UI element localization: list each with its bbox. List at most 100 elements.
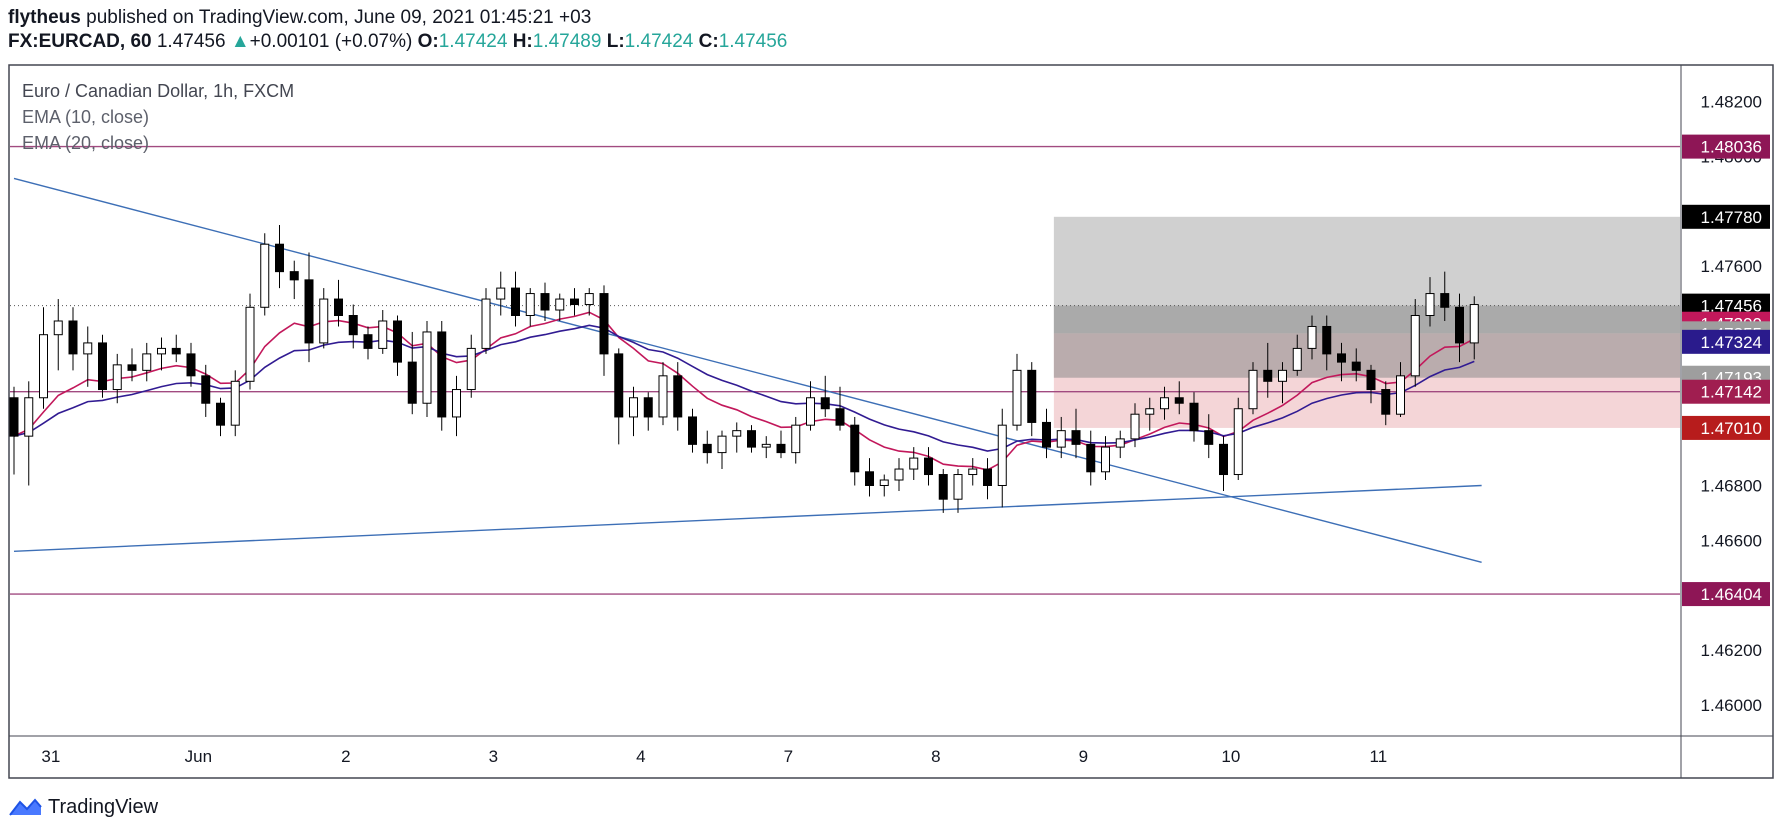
price-tick-label: 1.48200	[1701, 93, 1762, 112]
candle-body	[702, 443, 712, 454]
candle-body	[1410, 315, 1420, 377]
time-tick-label: 31	[41, 747, 60, 766]
footer-brand[interactable]: TradingView	[48, 795, 159, 818]
tradingview-logo-icon	[9, 798, 42, 816]
footer: TradingView	[8, 794, 158, 820]
candle-body	[865, 471, 874, 486]
candle-body	[1012, 369, 1022, 426]
candle-body	[511, 287, 520, 317]
candle-body	[953, 474, 963, 500]
time-axis-ticks: 31 Jun 2 3 4 7 8 9 10 11	[41, 747, 1387, 766]
price-badge	[1682, 134, 1770, 159]
low-label: L:	[606, 31, 625, 52]
change-value: +0.00101 (+0.07%)	[249, 31, 413, 52]
candle-body	[422, 331, 432, 404]
time-tick-label: 10	[1221, 747, 1240, 766]
ema-lines	[13, 311, 1475, 471]
time-tick-label: 7	[784, 747, 793, 766]
candle-body	[879, 479, 889, 486]
ohlc-line: FX:EURCAD, 60 1.47456 ▲+0.00101 (+0.07%)…	[8, 30, 1768, 54]
open-label: O:	[417, 31, 439, 52]
candles	[9, 225, 1479, 513]
price-badge-label: 1.47142	[1701, 383, 1762, 402]
candle-body	[363, 334, 373, 349]
price-badge	[1682, 204, 1770, 229]
price-tick-label: 1.46800	[1701, 476, 1762, 495]
candle-body	[997, 424, 1007, 486]
price-badge-label: 1.47324	[1701, 333, 1762, 352]
symbol-label: FX:EURCAD, 60	[8, 31, 152, 52]
price-badge	[1682, 415, 1770, 440]
candle-body	[83, 342, 93, 355]
price-tick-label: 1.46200	[1701, 641, 1762, 660]
candle-body	[39, 334, 48, 399]
candle-body	[186, 353, 196, 377]
candle-body	[452, 389, 461, 418]
price-badge-label: 1.46404	[1701, 585, 1762, 604]
chart-frame	[8, 64, 1774, 779]
candle-body	[1071, 430, 1081, 445]
time-tick-label: 2	[341, 747, 350, 766]
trendline	[13, 177, 1482, 563]
last-price: 1.47456	[156, 31, 226, 52]
ema20-line	[13, 324, 1475, 452]
legend-ema20[interactable]: EMA (20, close)	[22, 133, 149, 153]
candle-body	[1233, 408, 1243, 476]
candle-body	[1469, 304, 1479, 344]
candle-body	[1366, 369, 1376, 391]
candle-body	[245, 306, 255, 382]
price-badge-label: 1.47780	[1701, 208, 1762, 227]
candle-body	[157, 347, 166, 355]
time-tick-label: 9	[1079, 747, 1088, 766]
candle-body	[275, 243, 284, 273]
legend-ema10[interactable]: EMA (10, close)	[22, 107, 149, 127]
candle-body	[407, 361, 417, 404]
candle-body	[1115, 438, 1125, 448]
candle-body	[466, 347, 476, 391]
candle-body	[1292, 347, 1302, 371]
candle-body	[171, 347, 181, 355]
candle-body	[643, 397, 653, 418]
candle-body	[1101, 446, 1110, 473]
candle-body	[112, 364, 122, 391]
candle-body	[201, 375, 211, 404]
candle-body	[983, 468, 992, 486]
candle-body	[629, 397, 638, 418]
candle-body	[334, 298, 343, 317]
candle-body	[378, 320, 388, 349]
candle-body	[761, 443, 771, 448]
candle-body	[1337, 353, 1346, 363]
high-value: 1.47489	[532, 31, 602, 52]
price-badge	[1682, 379, 1770, 404]
candle-body	[1189, 402, 1199, 432]
price-chart[interactable]: 1.460001.462001.464001.466001.468001.470…	[0, 0, 1783, 790]
candle-body	[481, 298, 491, 349]
candle-body	[1425, 293, 1435, 317]
candle-body	[1322, 325, 1332, 355]
candle-body	[348, 315, 358, 336]
price-badge-label: 1.47456	[1701, 297, 1762, 316]
candle-body	[791, 424, 801, 454]
price-badges: 1.480361.477801.474561.473901.473551.473…	[1682, 134, 1770, 607]
candle-body	[1086, 443, 1096, 473]
candle-body	[806, 397, 815, 426]
candle-body	[1130, 413, 1140, 440]
candle-body	[1351, 361, 1361, 371]
candle-body	[658, 375, 668, 418]
candle-body	[1174, 397, 1184, 404]
candle-body	[1307, 325, 1317, 349]
candle-body	[688, 416, 697, 445]
open-value: 1.47424	[438, 31, 508, 52]
candle-body	[850, 424, 860, 473]
close-label: C:	[698, 31, 719, 52]
high-label: H:	[512, 31, 533, 52]
legend-title: Euro / Canadian Dollar, 1h, FXCM	[22, 81, 294, 101]
price-tick-label: 1.47600	[1701, 257, 1762, 276]
candle-body	[1455, 306, 1464, 344]
candle-body	[1204, 430, 1214, 445]
author-name[interactable]: flytheus	[8, 7, 81, 28]
close-value: 1.47456	[718, 31, 788, 52]
candle-body	[68, 320, 78, 355]
candle-body	[909, 457, 919, 470]
candle-body	[747, 430, 756, 448]
